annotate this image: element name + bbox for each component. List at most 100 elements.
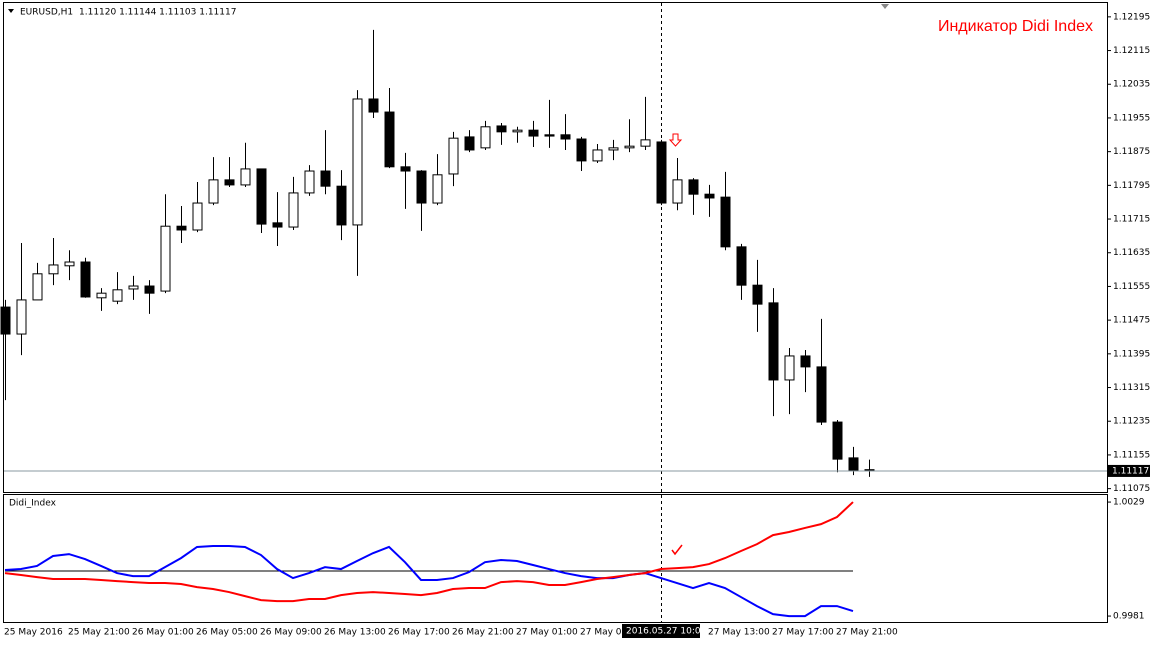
candle-body (176, 225, 187, 231)
candle-body (480, 126, 491, 149)
x-tick-label: 25 May 2016 (4, 628, 63, 638)
y-tick-label: 1.12115 (1113, 46, 1150, 56)
candle-body (352, 98, 363, 226)
x-tick-label: 26 May 21:00 (452, 628, 514, 638)
ohlc-label: 1.11120 1.11144 1.11103 1.11117 (79, 8, 236, 18)
x-tick-label: 27 May 01:00 (516, 628, 578, 638)
candle-body (528, 129, 539, 137)
candle-body (688, 179, 699, 195)
y-tick-label: 1.11395 (1113, 349, 1150, 359)
y-tick-label: 1.11955 (1113, 113, 1150, 123)
price-label-box (1108, 464, 1150, 477)
candle-body (96, 292, 107, 299)
candle-body (432, 174, 443, 204)
indicator-panel-frame (3, 494, 1108, 623)
candle-body (208, 179, 219, 204)
indicator-title: Didi_Index (9, 499, 57, 509)
candle-body (224, 179, 235, 186)
crosshair-time-box (622, 624, 700, 638)
candle-body (704, 193, 715, 199)
candle-body (304, 170, 315, 194)
y-tick-label: 1.11795 (1113, 181, 1150, 191)
candle-body (752, 284, 763, 305)
candle-body (272, 222, 283, 228)
candle-body (64, 261, 75, 267)
candle-body (240, 168, 251, 186)
plot-layer: 1.12195 1.12115 1.12035 1.11955 1.11875 1.117… (0, 12, 1150, 638)
y-tick-label: 1.11075 (1113, 484, 1150, 494)
indicator-line (4, 501, 854, 603)
x-tick-label: 26 May 05:00 (196, 628, 258, 638)
candle-body (192, 202, 203, 231)
candle-body (336, 185, 347, 226)
crosshair-time-label: 2016.05.27 10:00 (626, 627, 707, 637)
candle-body (624, 145, 635, 149)
candle-body (80, 261, 91, 298)
candle-body (544, 134, 555, 137)
y-tick-label: 1.0029 (1113, 498, 1145, 508)
x-tick-label: 26 May 17:00 (388, 628, 450, 638)
candle-body (560, 134, 571, 140)
y-tick-label: 1.11475 (1113, 316, 1150, 326)
x-tick-label: 27 May 0 (580, 628, 622, 638)
candle-body (48, 264, 59, 275)
candle-body (384, 111, 395, 168)
candle-body (848, 457, 859, 471)
y-tick-label: 0.9981 (1113, 612, 1145, 622)
y-tick-label: 1.11155 (1113, 450, 1150, 460)
x-tick-label: 26 May 13:00 (324, 628, 386, 638)
x-tick-label: 25 May 21:00 (68, 628, 130, 638)
menu-triangle[interactable] (8, 9, 14, 13)
y-tick-label: 1.12195 (1113, 12, 1150, 22)
candle-body (800, 355, 811, 368)
candle-body (816, 366, 827, 423)
y-tick-label: 1.12035 (1113, 80, 1150, 90)
y-tick-label: 1.11315 (1113, 383, 1150, 393)
candle-body (736, 246, 747, 286)
annotation: Индикатор Didi Index (938, 18, 1093, 35)
signal-check (671, 544, 683, 556)
candle-body (320, 170, 331, 187)
candle-body (576, 138, 587, 162)
scroll-marker[interactable] (881, 4, 889, 9)
x-tick-label: 26 May 01:00 (132, 628, 194, 638)
x-tick-label: 27 May 13:00 (708, 628, 770, 638)
candle-body (0, 306, 11, 335)
candle-body (256, 168, 267, 225)
candle-body (592, 149, 603, 162)
y-tick-label: 1.11875 (1113, 147, 1150, 157)
candle-body (160, 225, 171, 292)
candle-body (608, 147, 619, 151)
candle-body (656, 141, 667, 204)
candle-body (400, 166, 411, 172)
y-tick-label: 1.11555 (1113, 282, 1150, 292)
y-tick-label: 1.11715 (1113, 215, 1150, 225)
candle-body (416, 170, 427, 204)
candle-body (112, 289, 123, 302)
candle-body (768, 302, 779, 381)
candle-body (640, 139, 651, 147)
y-tick-label: 1.11235 (1113, 417, 1150, 427)
candle-body (32, 273, 43, 301)
symbol-label: EURUSD,H1 (20, 8, 73, 18)
candle-body (512, 129, 523, 133)
candle-body (144, 285, 155, 294)
candle-body (128, 285, 139, 290)
sell-arrow (668, 133, 683, 147)
y-tick-label: 1.11635 (1113, 248, 1150, 258)
candle-body (720, 196, 731, 248)
candle-body (832, 421, 843, 460)
price-label: 1.11117 (1112, 466, 1149, 476)
main-panel-frame (3, 2, 1108, 493)
candle-body (464, 136, 475, 151)
x-tick-label: 27 May 21:00 (836, 628, 898, 638)
candle-body (496, 125, 507, 133)
indicator-line (4, 545, 854, 618)
candle-body (448, 137, 459, 175)
candle-body (368, 98, 379, 113)
candle-body (16, 299, 27, 335)
candle-body (672, 179, 683, 204)
